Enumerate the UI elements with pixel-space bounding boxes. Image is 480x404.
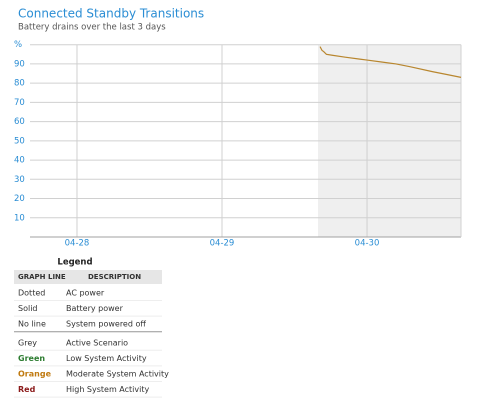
legend-header-bg [14, 270, 162, 284]
y-tick-label: 70 [14, 98, 25, 108]
y-tick-label: 60 [14, 117, 25, 127]
y-tick-label: 20 [14, 194, 25, 204]
legend-description: High System Activity [66, 385, 149, 394]
y-tick-label: 10 [14, 213, 25, 223]
x-tick-label: 04-29 [210, 239, 235, 249]
legend-line-type: Solid [18, 304, 38, 313]
legend-description: Low System Activity [66, 354, 147, 363]
legend-description: System powered off [66, 320, 146, 329]
legend-line-type: Dotted [18, 289, 45, 298]
chart-title: Connected Standby Transitions [18, 7, 204, 21]
legend-description: Active Scenario [66, 338, 128, 347]
y-tick-label: 30 [14, 175, 25, 185]
legend-title: Legend [57, 258, 92, 268]
x-tick-label: 04-30 [355, 239, 380, 249]
y-tick-label: 40 [14, 156, 25, 166]
legend-line-type: Green [18, 354, 45, 363]
legend-line-type: Orange [18, 370, 52, 379]
y-tick-label: 50 [14, 136, 25, 146]
legend-line-type: No line [18, 320, 46, 329]
series-line [319, 46, 462, 78]
legend-description: Battery power [66, 304, 124, 313]
x-tick-label: 04-28 [65, 239, 90, 249]
y-axis-label: % [14, 40, 22, 50]
legend-header: DESCRIPTION [88, 273, 141, 281]
legend-line-type: Grey [18, 338, 37, 347]
legend-description: Moderate System Activity [66, 370, 169, 379]
legend-header: GRAPH LINE [18, 273, 66, 281]
y-tick-label: 90 [14, 59, 25, 69]
legend-line-type: Red [18, 385, 36, 394]
legend-description: AC power [66, 289, 105, 298]
chart-subtitle: Battery drains over the last 3 days [18, 23, 166, 33]
y-tick-label: 80 [14, 79, 25, 89]
